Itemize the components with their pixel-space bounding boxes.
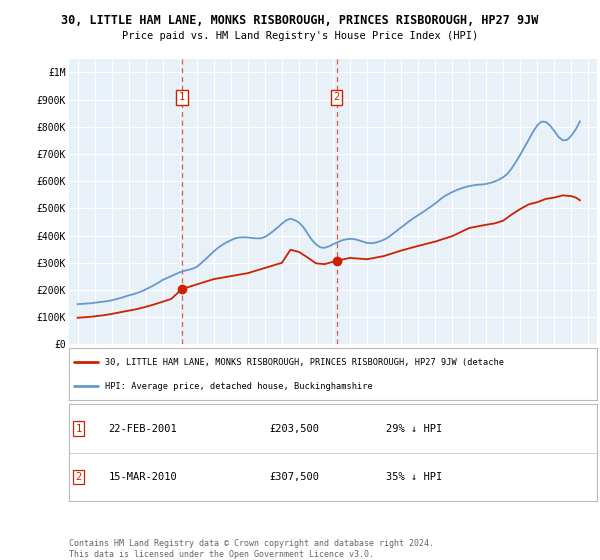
Text: HPI: Average price, detached house, Buckinghamshire: HPI: Average price, detached house, Buck…: [105, 382, 373, 391]
Text: £203,500: £203,500: [269, 423, 320, 433]
Text: 29% ↓ HPI: 29% ↓ HPI: [386, 423, 442, 433]
Text: Contains HM Land Registry data © Crown copyright and database right 2024.
This d: Contains HM Land Registry data © Crown c…: [69, 539, 434, 559]
Text: 2: 2: [76, 472, 82, 482]
Text: 2: 2: [334, 92, 340, 102]
Text: 22-FEB-2001: 22-FEB-2001: [109, 423, 178, 433]
Text: 30, LITTLE HAM LANE, MONKS RISBOROUGH, PRINCES RISBOROUGH, HP27 9JW: 30, LITTLE HAM LANE, MONKS RISBOROUGH, P…: [61, 14, 539, 27]
Text: 1: 1: [179, 92, 185, 102]
Bar: [182, 59, 337, 344]
Text: 35% ↓ HPI: 35% ↓ HPI: [386, 472, 442, 482]
Text: Price paid vs. HM Land Registry's House Price Index (HPI): Price paid vs. HM Land Registry's House …: [122, 31, 478, 41]
Text: 30, LITTLE HAM LANE, MONKS RISBOROUGH, PRINCES RISBOROUGH, HP27 9JW (detache: 30, LITTLE HAM LANE, MONKS RISBOROUGH, P…: [105, 358, 504, 367]
Text: £307,500: £307,500: [269, 472, 320, 482]
Text: 15-MAR-2010: 15-MAR-2010: [109, 472, 178, 482]
Text: 1: 1: [76, 423, 82, 433]
